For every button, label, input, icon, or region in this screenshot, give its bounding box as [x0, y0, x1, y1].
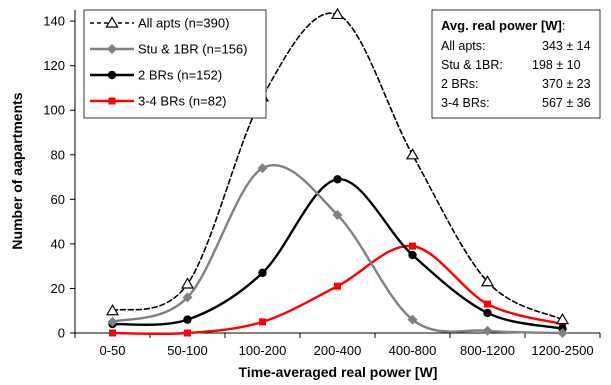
series-3-4-brs-point-100-200	[259, 318, 266, 326]
x-tick-label-1200-2500: 1200-2500	[531, 343, 593, 358]
legend-label-2-brs: 2 BRs (n=152)	[138, 68, 222, 83]
legend-label-all-apts: All apts (n=390)	[138, 16, 229, 31]
legend-marker-triangle-icon	[105, 16, 119, 28]
legend-entry-2-brs: 2 BRs (n=152)	[90, 68, 222, 83]
stats-row-label-2-brs: 2 BRs:	[441, 77, 479, 91]
series-3-4-brs-point-200-400	[334, 282, 341, 290]
series-all-apts-point-0-50	[105, 304, 120, 316]
series-stu-1br-point-1200-2500	[557, 328, 568, 338]
x-tick-label-100-200: 100-200	[239, 343, 287, 358]
y-tick-label-80: 80	[51, 147, 65, 162]
series-layer	[105, 7, 570, 338]
stats-row-label-stu-1br: Stu & 1BR:	[441, 58, 503, 72]
series-stu-1br	[107, 163, 568, 338]
legend-marker-square-icon	[108, 97, 116, 105]
series-all-apts-point-200-400	[330, 7, 345, 20]
legend-entry-stu-1br: Stu & 1BR (n=156)	[90, 42, 247, 57]
y-tick-label-140: 140	[43, 14, 65, 29]
legend-entry-all-apts: All apts (n=390)	[90, 16, 229, 31]
stats-row-value-all-apts: 343 ± 14	[542, 39, 591, 53]
series-3-4-brs-point-400-800	[409, 242, 416, 250]
y-axis-title: Number of aapartments	[9, 92, 25, 249]
series-2-brs-point-50-100	[183, 315, 192, 324]
series-all-apts-point-400-800	[405, 148, 420, 160]
stats-row-label-3-4-brs: 3-4 BRs:	[441, 96, 490, 110]
legend-label-3-4-brs: 3-4 BRs (n=82)	[138, 94, 227, 109]
stats-box: Avg. real power [W]: All apts: 343 ± 14 …	[431, 9, 601, 119]
series-2-brs-point-800-1200	[483, 308, 492, 318]
legend-label-stu-1br: Stu & 1BR (n=156)	[138, 42, 247, 57]
x-tick-label-50-100: 50-100	[167, 343, 207, 358]
y-tick-label-20: 20	[51, 281, 65, 296]
legend-marker-diamond-icon	[107, 44, 117, 54]
stats-box-title-colon: :	[562, 19, 565, 33]
legend-entry-3-4-brs: 3-4 BRs (n=82)	[90, 94, 227, 109]
x-tick-label-200-400: 200-400	[314, 343, 362, 358]
stats-box-frame	[431, 9, 601, 119]
stats-box-title: Avg. real power [W]:	[441, 18, 565, 33]
legend-marker-circle-icon	[107, 70, 117, 80]
series-2-brs-line	[111, 178, 564, 330]
series-all-apts-point-50-100	[180, 277, 195, 289]
series-2-brs-point-100-200	[258, 268, 267, 278]
legend: All apts (n=390) Stu & 1BR (n=156) 2 BRs…	[83, 9, 267, 119]
stats-row-value-2-brs: 370 ± 23	[542, 77, 591, 91]
y-ticks: 0 20 40 60 80 100 120 140	[43, 14, 75, 341]
x-tick-label-0-50: 0-50	[99, 343, 125, 358]
series-3-4-brs-point-0-50	[109, 329, 116, 337]
stats-row-value-3-4-brs: 567 ± 36	[542, 96, 591, 110]
series-stu-1br-point-400-800	[407, 314, 418, 325]
y-tick-label-0: 0	[58, 326, 65, 341]
series-stu-1br-point-0-50	[107, 316, 118, 327]
series-stu-1br-point-100-200	[257, 163, 268, 174]
series-all-apts	[105, 7, 570, 325]
series-2-brs-point-400-800	[408, 250, 417, 260]
series-3-4-brs-point-800-1200	[484, 300, 491, 308]
y-tick-label-60: 60	[51, 192, 65, 207]
series-2-brs-point-200-400	[333, 175, 342, 184]
x-tick-label-800-1200: 800-1200	[460, 343, 515, 358]
stats-box-title-text: Avg. real power [W]	[441, 18, 562, 33]
series-all-apts-point-1200-2500	[555, 312, 570, 325]
x-tick-label-400-800: 400-800	[389, 343, 437, 358]
series-stu-1br-point-50-100	[182, 292, 193, 303]
series-stu-1br-point-800-1200	[482, 325, 493, 336]
y-tick-label-100: 100	[43, 103, 65, 118]
x-ticks: 0-50 50-100 100-200 200-400 400-800 800-1200 1…	[74, 333, 601, 358]
stats-row-label-all-apts: All apts:	[441, 39, 485, 53]
x-axis-title: Time-averaged real power [W]	[239, 364, 438, 380]
y-tick-label-120: 120	[43, 58, 65, 73]
y-tick-label-40: 40	[51, 236, 65, 251]
series-stu-1br-point-200-400	[332, 209, 343, 220]
series-all-apts-point-800-1200	[480, 275, 495, 287]
series-3-4-brs-point-50-100	[184, 329, 191, 337]
stats-row-value-stu-1br: 198 ± 10	[532, 58, 581, 72]
